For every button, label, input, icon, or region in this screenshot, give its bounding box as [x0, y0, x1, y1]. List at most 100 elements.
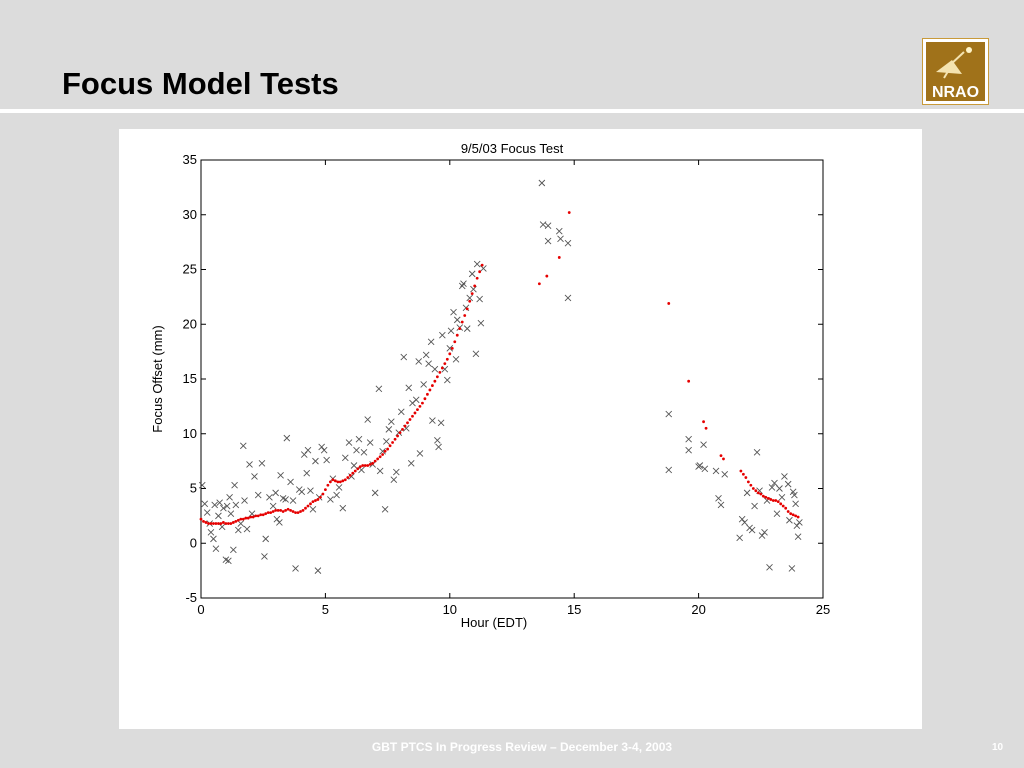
model-point: [306, 504, 310, 508]
measured-point: [353, 446, 360, 454]
model-point: [199, 517, 203, 521]
measured-point: [266, 493, 273, 501]
model-point: [321, 492, 325, 496]
measured-point: [468, 270, 476, 278]
measured-point: [289, 497, 297, 504]
model-point: [455, 333, 459, 337]
measured-point: [453, 316, 461, 324]
model-point: [324, 488, 327, 491]
model-point: [381, 453, 385, 456]
measured-point: [685, 446, 692, 454]
model-point: [386, 447, 389, 451]
measured-point: [360, 449, 368, 456]
model-point: [430, 384, 434, 387]
measured-point: [407, 459, 415, 467]
measured-point: [544, 237, 552, 245]
measured-point: [460, 280, 467, 288]
model-point: [403, 424, 407, 428]
measured-point: [251, 473, 258, 480]
measured-point: [781, 473, 788, 480]
measured-point: [292, 565, 299, 572]
measured-point: [738, 515, 746, 523]
model-point: [413, 411, 417, 415]
measured-point: [383, 438, 390, 445]
model-point: [202, 519, 205, 523]
model-point: [440, 366, 444, 370]
model-point: [791, 513, 795, 517]
model-point: [348, 473, 352, 477]
measured-point: [207, 528, 215, 536]
model-point: [219, 522, 223, 525]
model-point: [771, 499, 775, 502]
measured-point: [320, 446, 328, 454]
measured-point: [538, 179, 546, 187]
model-point: [764, 495, 768, 499]
measured-point: [741, 519, 748, 526]
model-point: [408, 418, 412, 421]
measured-point: [390, 476, 398, 484]
measured-point: [736, 534, 743, 542]
measured-point: [385, 426, 393, 433]
measured-point: [470, 285, 477, 293]
measured-point: [422, 351, 430, 359]
measured-point: [539, 221, 547, 228]
measured-point: [564, 239, 572, 247]
model-point: [383, 449, 387, 453]
measured-point: [358, 466, 365, 474]
model-point: [363, 464, 367, 467]
measured-point: [312, 457, 319, 465]
measured-point: [715, 495, 722, 502]
measured-point: [226, 493, 233, 501]
measured-point: [327, 496, 334, 503]
page-number: 10: [992, 742, 1004, 753]
footer-text: GBT PTCS In Progress Review – December 3…: [371, 740, 673, 754]
y-tick-label: 20: [183, 316, 197, 331]
model-point: [786, 510, 790, 513]
x-tick-label: 5: [322, 602, 329, 617]
model-point: [438, 371, 442, 374]
measured-point: [323, 456, 330, 464]
measured-point: [788, 565, 796, 572]
y-tick-label: 15: [183, 371, 197, 386]
y-tick-label: 35: [183, 152, 197, 167]
measured-point: [239, 442, 247, 450]
measured-point: [796, 519, 803, 526]
measured-point: [473, 260, 481, 268]
model-point: [239, 517, 243, 521]
x-tick-label: 20: [691, 602, 705, 617]
model-point: [756, 491, 760, 495]
model-point: [475, 276, 479, 280]
measured-point: [300, 451, 308, 458]
model-point: [423, 397, 427, 401]
model-point: [398, 431, 402, 435]
model-point: [784, 506, 788, 510]
measured-point: [555, 227, 563, 235]
measured-point: [751, 502, 758, 510]
measured-point: [218, 523, 226, 531]
measured-point: [376, 467, 384, 475]
model-point: [391, 441, 394, 444]
measured-point: [472, 350, 480, 358]
model-point: [468, 299, 472, 303]
model-point: [776, 500, 780, 504]
model-point: [744, 476, 748, 479]
measured-point: [773, 510, 781, 518]
measured-point: [211, 501, 219, 509]
model-point: [212, 522, 215, 525]
measured-point: [701, 465, 709, 473]
model-point: [769, 498, 773, 501]
model-point: [309, 502, 312, 506]
measured-point: [429, 417, 436, 424]
measured-point: [341, 454, 349, 462]
measured-point: [381, 505, 389, 513]
x-tick-label: 0: [197, 602, 204, 617]
model-point: [296, 511, 300, 514]
measured-point: [276, 519, 283, 526]
measured-point: [203, 509, 211, 516]
model-point: [388, 444, 392, 448]
model-point: [443, 362, 447, 366]
measured-point: [466, 294, 474, 302]
model-point: [702, 420, 705, 424]
measured-point: [220, 504, 227, 512]
model-point: [396, 434, 399, 438]
